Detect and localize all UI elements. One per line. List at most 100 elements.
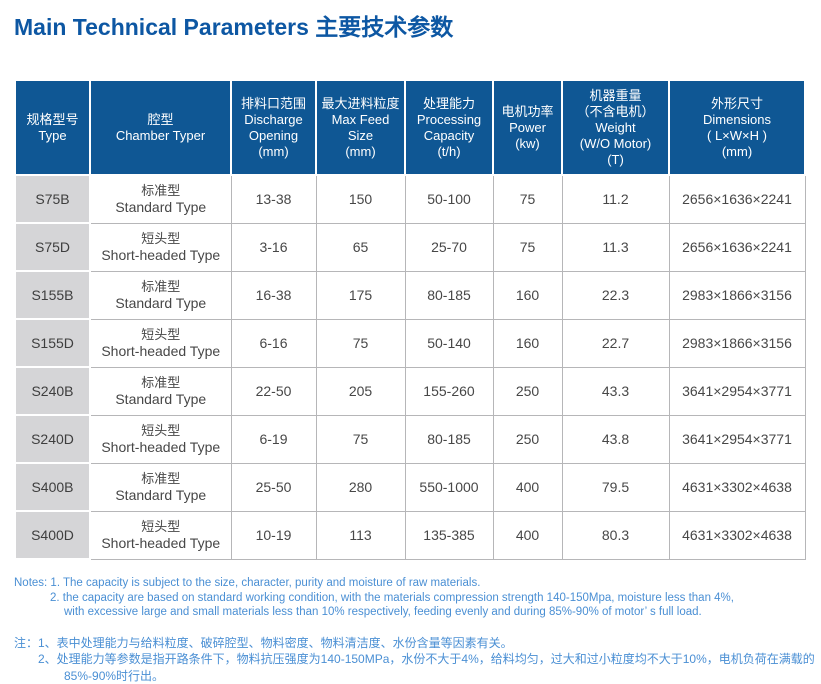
cell-weight: 22.7 (562, 319, 669, 367)
cell-processing-capacity: 550-1000 (405, 463, 493, 511)
cell-power: 75 (493, 223, 562, 271)
cell-discharge-opening: 3-16 (231, 223, 316, 271)
cell-type: S240B (15, 367, 90, 415)
chamber-type-zh: 短头型 (93, 327, 229, 343)
cell-discharge-opening: 16-38 (231, 271, 316, 319)
cell-discharge-opening: 6-16 (231, 319, 316, 367)
chamber-type-en: Standard Type (93, 295, 229, 312)
note-zh-line: 2、处理能力等参数是指开路条件下，物料抗压强度为140-150MPa，水份不大于… (14, 651, 804, 668)
cell-processing-capacity: 80-185 (405, 271, 493, 319)
cell-max-feed-size: 113 (316, 511, 405, 559)
cell-max-feed-size: 280 (316, 463, 405, 511)
cell-power: 160 (493, 271, 562, 319)
cell-dimensions: 2656×1636×2241 (669, 223, 805, 271)
cell-power: 250 (493, 367, 562, 415)
cell-processing-capacity: 25-70 (405, 223, 493, 271)
cell-dimensions: 4631×3302×4638 (669, 463, 805, 511)
cell-processing-capacity: 135-385 (405, 511, 493, 559)
cell-discharge-opening: 22-50 (231, 367, 316, 415)
chamber-type-zh: 标准型 (93, 471, 229, 487)
cell-type: S240D (15, 415, 90, 463)
cell-weight: 11.3 (562, 223, 669, 271)
cell-weight: 43.8 (562, 415, 669, 463)
cell-discharge-opening: 6-19 (231, 415, 316, 463)
cell-processing-capacity: 80-185 (405, 415, 493, 463)
chamber-type-zh: 短头型 (93, 423, 229, 439)
cell-weight: 11.2 (562, 175, 669, 223)
cell-max-feed-size: 75 (316, 319, 405, 367)
chamber-type-zh: 标准型 (93, 279, 229, 295)
note-en-line: with excessive large and small materials… (14, 605, 804, 620)
cell-type: S155D (15, 319, 90, 367)
column-header-weight: 机器重量（不含电机）Weight(W/O Motor)(T) (562, 80, 669, 175)
cell-max-feed-size: 175 (316, 271, 405, 319)
cell-discharge-opening: 13-38 (231, 175, 316, 223)
cell-weight: 80.3 (562, 511, 669, 559)
chamber-type-en: Standard Type (93, 199, 229, 216)
cell-max-feed-size: 65 (316, 223, 405, 271)
cell-processing-capacity: 155-260 (405, 367, 493, 415)
cell-dimensions: 3641×2954×3771 (669, 367, 805, 415)
cell-power: 160 (493, 319, 562, 367)
chamber-type-zh: 短头型 (93, 231, 229, 247)
chamber-type-zh: 标准型 (93, 375, 229, 391)
chamber-type-en: Short-headed Type (93, 535, 229, 552)
note-en-line: Notes: 1. The capacity is subject to the… (14, 576, 804, 591)
chamber-type-zh: 标准型 (93, 183, 229, 199)
chamber-type-en: Standard Type (93, 391, 229, 408)
cell-weight: 79.5 (562, 463, 669, 511)
cell-power: 400 (493, 511, 562, 559)
notes-chinese: 注：1、表中处理能力与给料粒度、破碎腔型、物料密度、物料清洁度、水份含量等因素有… (14, 635, 804, 684)
cell-type: S155B (15, 271, 90, 319)
note-zh-line: 注：1、表中处理能力与给料粒度、破碎腔型、物料密度、物料清洁度、水份含量等因素有… (14, 635, 804, 652)
cell-processing-capacity: 50-100 (405, 175, 493, 223)
chamber-type-en: Short-headed Type (93, 343, 229, 360)
cell-power: 250 (493, 415, 562, 463)
cell-type: S75B (15, 175, 90, 223)
page-title: Main Technical Parameters 主要技术参数 (14, 8, 804, 42)
chamber-type-en: Short-headed Type (93, 439, 229, 456)
note-zh-line: 85%-90%时行出。 (14, 668, 804, 684)
cell-dimensions: 3641×2954×3771 (669, 415, 805, 463)
cell-max-feed-size: 150 (316, 175, 405, 223)
chamber-type-en: Short-headed Type (93, 247, 229, 264)
cell-dimensions: 2656×1636×2241 (669, 175, 805, 223)
cell-processing-capacity: 50-140 (405, 319, 493, 367)
cell-type: S400D (15, 511, 90, 559)
notes-english: Notes: 1. The capacity is subject to the… (14, 576, 804, 620)
note-en-line: 2. the capacity are based on standard wo… (14, 591, 804, 606)
cell-discharge-opening: 25-50 (231, 463, 316, 511)
chamber-type-en: Standard Type (93, 487, 229, 504)
cell-max-feed-size: 205 (316, 367, 405, 415)
cell-power: 400 (493, 463, 562, 511)
cell-weight: 22.3 (562, 271, 669, 319)
cell-max-feed-size: 75 (316, 415, 405, 463)
cell-dimensions: 2983×1866×3156 (669, 271, 805, 319)
